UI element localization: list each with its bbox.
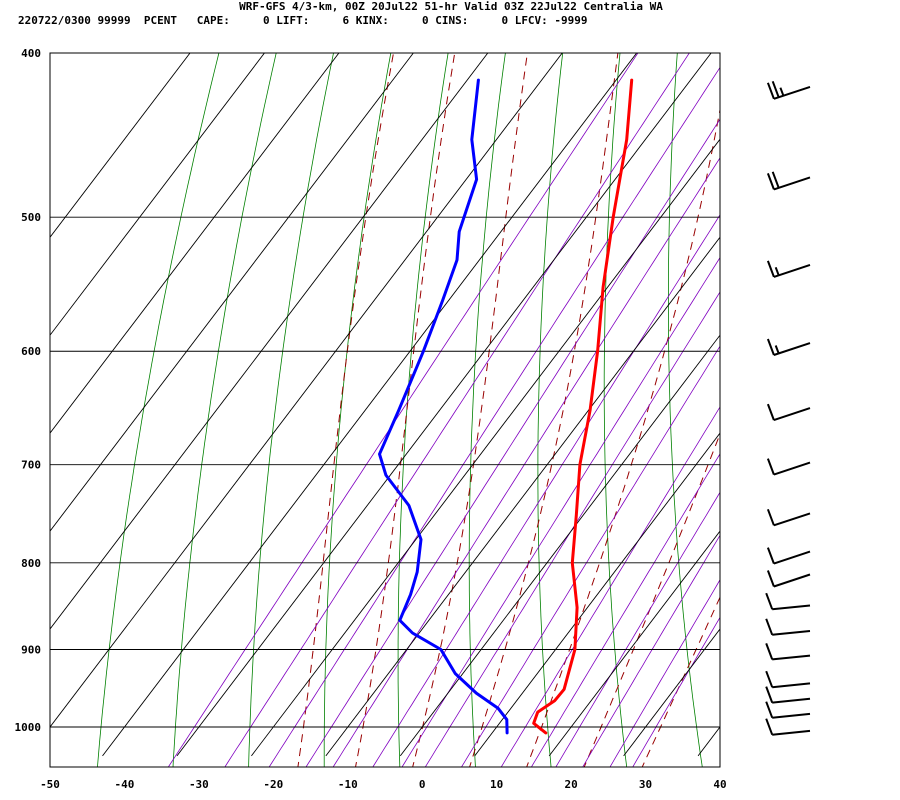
dry-adiabat-line	[791, 34, 854, 770]
mixing-ratio-line	[424, 291, 720, 767]
pressure-tick-label: 400	[21, 47, 41, 60]
isotherm-line	[251, 138, 720, 757]
dry-adiabat-line	[248, 53, 334, 767]
temperature-tick-label: 30	[639, 778, 652, 791]
wind-barb	[766, 260, 811, 278]
wind-barb	[766, 547, 811, 565]
dry-adiabat-line	[668, 53, 703, 767]
mixing-ratio-line	[555, 491, 720, 767]
mixing-ratio-line	[461, 345, 720, 767]
moist-adiabat-line	[526, 107, 720, 767]
wind-barb	[765, 643, 811, 661]
wind-barb-column	[765, 80, 811, 736]
mixing-ratio-line	[401, 256, 720, 767]
wind-barb	[765, 592, 811, 611]
pressure-tick-label: 1000	[15, 721, 42, 734]
dry-adiabat-line	[603, 53, 628, 767]
wind-barb	[766, 171, 811, 191]
isotherm-line	[474, 432, 720, 757]
dewpoint-profile-line	[378, 78, 509, 735]
mixing-ratio-line	[530, 453, 720, 767]
isotherm-line	[50, 53, 489, 630]
mixing-ratio-line	[609, 579, 720, 767]
temperature-tick-label: 20	[564, 778, 577, 791]
isotherm-line	[50, 53, 191, 238]
pressure-tick-label: 600	[21, 345, 41, 358]
isotherm-line	[548, 530, 720, 757]
temperature-tick-label: 0	[419, 778, 426, 791]
wind-barb	[766, 508, 811, 527]
moist-adiabat-line	[355, 53, 456, 767]
dry-adiabat-line	[97, 53, 220, 767]
mixing-ratio-line	[500, 406, 720, 767]
moist-adiabat-line	[641, 596, 720, 767]
mixing-ratio-line	[268, 66, 720, 767]
temperature-tick-label: -50	[40, 778, 60, 791]
wind-barb	[766, 458, 811, 476]
moist-adiabat-line	[469, 53, 619, 767]
wind-barb	[765, 670, 811, 689]
temperature-tick-label: 40	[713, 778, 726, 791]
wind-barb	[766, 338, 811, 356]
moist-adiabat-line	[583, 432, 720, 767]
temperature-profile-line	[532, 78, 634, 735]
mixing-ratio-line	[632, 616, 720, 767]
pressure-tick-label: 800	[21, 557, 41, 570]
temperature-tick-label: -20	[263, 778, 283, 791]
plot-frame	[49, 52, 721, 768]
dry-adiabat-line	[537, 53, 564, 767]
sounding-profiles	[378, 78, 634, 735]
isotherm-line	[325, 236, 720, 757]
isotherm-line	[697, 726, 720, 757]
mixing-ratio-line	[332, 157, 720, 767]
moist-adiabat-line	[412, 53, 528, 767]
wind-barb	[766, 403, 811, 422]
isotherm-line	[176, 53, 712, 757]
mixing-ratio-line	[305, 118, 720, 767]
wind-barb	[766, 80, 811, 100]
isotherm-line	[50, 53, 265, 336]
isotherm-line	[623, 628, 720, 757]
wind-barb	[765, 701, 811, 719]
isotherm-line	[50, 53, 340, 434]
pressure-tick-label: 900	[21, 643, 41, 656]
isotherm-line	[50, 53, 414, 532]
wind-barb	[765, 686, 811, 704]
axis-labels: 400 500 600 700 800 900 1000 -50 -40 -30 -20 -10 0 10…	[15, 47, 727, 791]
mixing-ratio-line	[167, 53, 639, 767]
isotherm-line	[102, 53, 638, 757]
wind-barb	[766, 570, 811, 588]
isotherm-line	[399, 334, 720, 757]
temperature-tick-label: -40	[115, 778, 135, 791]
moist-adiabat-line	[297, 53, 395, 767]
indices-line: 220722/0300 99999 PCENT CAPE: 0 LIFT: 6 …	[18, 14, 588, 27]
dry-adiabat-line	[849, 34, 900, 770]
temperature-tick-label: 10	[490, 778, 503, 791]
temperature-tick-label: -30	[189, 778, 209, 791]
isotherm-isobar-grid	[50, 53, 720, 757]
dry-adiabat-line	[323, 53, 392, 767]
pressure-tick-label: 500	[21, 211, 41, 224]
pressure-tick-label: 700	[21, 459, 41, 472]
mixing-ratio-line	[224, 53, 690, 767]
mixing-ratio-line	[582, 534, 720, 767]
wind-barb	[765, 618, 811, 636]
wind-barb	[765, 718, 811, 736]
chart-title: WRF-GFS 4/3-km, 00Z 20Jul22 51-hr Valid …	[239, 0, 663, 13]
isotherm-line	[50, 53, 563, 728]
dry-adiabat-line	[172, 53, 277, 767]
dry-adiabat-line	[397, 53, 449, 767]
mixing-ratio-line	[372, 214, 720, 767]
temperature-tick-label: -10	[338, 778, 358, 791]
